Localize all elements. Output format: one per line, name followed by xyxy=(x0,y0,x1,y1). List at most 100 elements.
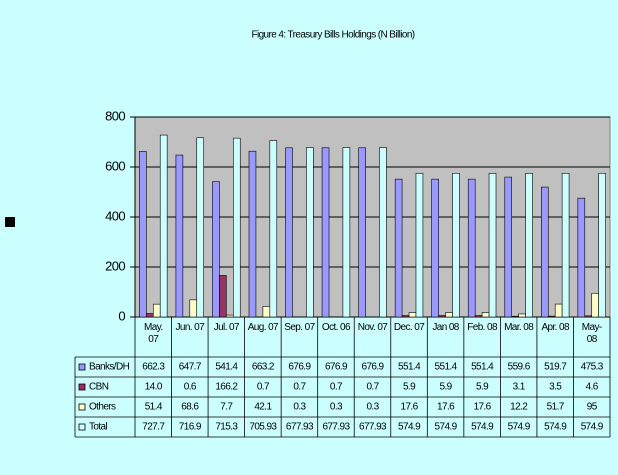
bar xyxy=(175,154,184,318)
table-value: 705.93 xyxy=(249,422,277,433)
table-value: 12.2 xyxy=(510,402,528,413)
bar xyxy=(189,299,198,318)
table-value: 551.4 xyxy=(435,362,458,373)
bar xyxy=(152,303,161,318)
bar xyxy=(584,315,593,318)
table-value: 574.9 xyxy=(581,422,604,433)
table-value: 715.3 xyxy=(215,422,238,433)
bar xyxy=(342,147,351,318)
x-tick-label: Nov. 07 xyxy=(357,322,388,333)
y-tick-label: 600 xyxy=(105,158,125,173)
table-value: 475.3 xyxy=(581,362,604,373)
table-value: 95 xyxy=(587,402,598,413)
bar xyxy=(547,315,556,318)
table-value: 0.7 xyxy=(257,382,270,393)
x-tick-label: Feb. 08 xyxy=(467,322,497,333)
legend-label: CBN xyxy=(89,382,109,393)
table-value: 5.9 xyxy=(403,382,416,393)
table-value: 17.6 xyxy=(474,402,492,413)
legend-label: Others xyxy=(89,402,116,413)
table-value: 7.7 xyxy=(220,402,233,413)
bar xyxy=(262,306,271,318)
bar xyxy=(481,312,490,318)
table-value: 68.6 xyxy=(181,402,199,413)
bar xyxy=(146,313,154,318)
table-value: 0.7 xyxy=(330,382,343,393)
x-tick-label: Jun. 07 xyxy=(175,322,205,333)
table-value: 14.0 xyxy=(145,382,163,393)
table-value: 677.93 xyxy=(359,422,387,433)
table-value: 574.9 xyxy=(544,422,567,433)
y-tick-label: 800 xyxy=(105,108,125,123)
bar xyxy=(415,172,424,318)
bar xyxy=(488,172,497,318)
bar xyxy=(226,314,234,318)
table-value: 663.2 xyxy=(252,362,275,373)
legend-swatch xyxy=(78,363,86,371)
table-value: 676.9 xyxy=(325,362,348,373)
table-value: 541.4 xyxy=(215,362,238,373)
bar xyxy=(577,197,586,318)
table-value: 0.3 xyxy=(330,402,343,413)
table-value: 551.4 xyxy=(398,362,421,373)
table-value: 0.3 xyxy=(293,402,306,413)
table-value: 17.6 xyxy=(400,402,418,413)
bar xyxy=(379,147,387,318)
bar xyxy=(196,137,204,318)
table-value: 574.9 xyxy=(398,422,421,433)
chart-title: Figure 4: Treasury Bills Holdings (N Bil… xyxy=(251,30,414,41)
table-value: 5.9 xyxy=(440,382,453,393)
table-value: 676.9 xyxy=(361,362,384,373)
table-value: 677.93 xyxy=(322,422,350,433)
table-value: 0.7 xyxy=(366,382,379,393)
bar xyxy=(232,137,241,318)
bar xyxy=(269,140,278,318)
bar xyxy=(561,172,570,318)
bar xyxy=(554,303,563,318)
table-value: 51.4 xyxy=(145,402,163,413)
bar xyxy=(518,313,526,318)
table-value: 5.9 xyxy=(476,382,489,393)
bar xyxy=(139,151,147,318)
y-tick-label: 0 xyxy=(118,308,125,323)
table-value: 574.9 xyxy=(435,422,458,433)
x-tick-label: Apr. 08 xyxy=(541,322,569,333)
x-tick-label: Aug. 07 xyxy=(247,322,279,333)
table-value: 519.7 xyxy=(544,362,567,373)
bar xyxy=(438,315,446,318)
legend-label: Banks/DH xyxy=(89,362,130,373)
table-value: 0.3 xyxy=(366,402,379,413)
x-tick-label: Jul. 07 xyxy=(213,322,240,333)
x-tick-label: Mar. 08 xyxy=(504,322,534,333)
bar xyxy=(219,275,227,318)
x-tick-label: Jan 08 xyxy=(432,322,459,333)
table-value: 677.93 xyxy=(286,422,314,433)
legend-label: Total xyxy=(89,422,108,433)
bar xyxy=(452,172,460,318)
bar xyxy=(467,178,476,318)
legend-swatch xyxy=(78,403,86,411)
table-value: 42.1 xyxy=(254,402,272,413)
bar xyxy=(591,292,599,318)
bar xyxy=(511,315,519,318)
bar xyxy=(306,147,314,318)
y-tick-label: 200 xyxy=(105,258,125,273)
x-tick-label: Oct. 06 xyxy=(321,322,351,333)
bar xyxy=(598,172,606,318)
table-value: 559.6 xyxy=(508,362,531,373)
legend-swatch xyxy=(78,383,86,391)
marker xyxy=(5,217,15,227)
table-value: 3.5 xyxy=(549,382,562,393)
table-value: 17.6 xyxy=(437,402,455,413)
table-value: 0.6 xyxy=(184,382,197,393)
bar xyxy=(445,312,453,318)
x-tick-label: Sep. 07 xyxy=(284,322,315,333)
table-value: 4.6 xyxy=(586,382,599,393)
table-value: 51.7 xyxy=(547,402,565,413)
table-value: 716.9 xyxy=(179,422,202,433)
table-value: 727.7 xyxy=(142,422,165,433)
bar xyxy=(408,312,417,318)
x-tick-label: May- 08 xyxy=(581,322,602,345)
